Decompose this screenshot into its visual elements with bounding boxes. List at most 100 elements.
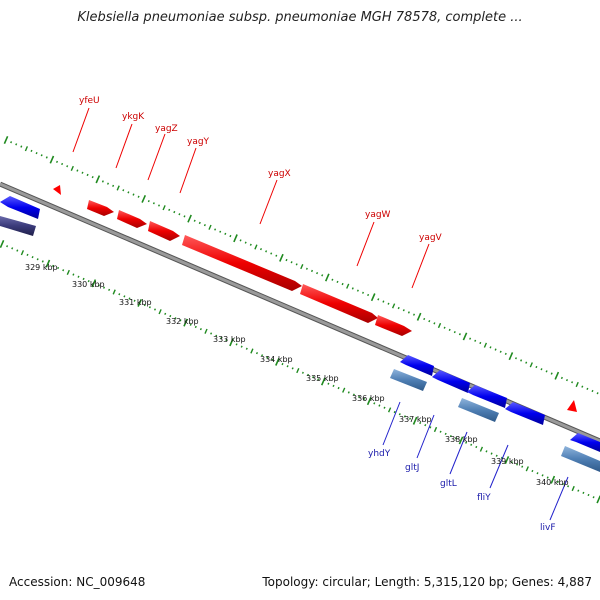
- inner-track-minor-tick: [516, 463, 519, 466]
- inner-track-minor-tick: [158, 309, 162, 315]
- outer-track-minor-tick: [397, 306, 400, 310]
- outer-track-minor-tick: [305, 267, 308, 270]
- forward-gene-2[interactable]: [117, 210, 147, 228]
- label-line-fliY: [489, 444, 509, 489]
- outer-track-minor-tick: [254, 244, 258, 250]
- reverse-gene-3[interactable]: [432, 370, 470, 393]
- inner-track-major-tick: [458, 436, 464, 445]
- inner-track-minor-tick: [220, 336, 223, 339]
- inner-track-minor-tick: [500, 456, 503, 460]
- forward-gene-4[interactable]: [182, 235, 302, 291]
- outer-track-major-tick: [508, 352, 514, 361]
- gene-label-ykgK[interactable]: ykgK: [122, 112, 145, 122]
- inner-track-minor-tick: [587, 493, 590, 497]
- inner-track-minor-tick: [204, 328, 208, 334]
- inner-track-minor-tick: [531, 469, 534, 473]
- outer-track-minor-tick: [285, 258, 288, 262]
- inner-track-minor-tick: [36, 258, 39, 261]
- inner-track-minor-tick: [261, 354, 264, 357]
- inner-track-minor-tick: [26, 253, 29, 257]
- reverse-gene-2[interactable]: [400, 355, 434, 376]
- outer-track-minor-tick: [112, 184, 115, 187]
- inner-track-minor-tick: [286, 365, 289, 368]
- scale-label-335: 335 kbp: [306, 374, 339, 383]
- outer-track-minor-tick: [575, 381, 579, 388]
- outer-track-minor-tick: [178, 213, 181, 216]
- gene-label-yagV[interactable]: yagV: [419, 233, 443, 243]
- inner-track-minor-tick: [87, 279, 90, 283]
- reverse-feature-4[interactable]: [561, 446, 600, 472]
- inner-track-minor-tick: [556, 480, 559, 484]
- inner-track-minor-tick: [62, 269, 65, 272]
- outer-track-major-tick: [95, 175, 101, 184]
- forward-gene-3[interactable]: [148, 221, 180, 241]
- reverse-gene-4[interactable]: [467, 385, 507, 408]
- inner-track-minor-tick: [449, 434, 452, 438]
- gene-label-yagY[interactable]: yagY: [187, 137, 210, 147]
- outer-track-minor-tick: [529, 362, 533, 368]
- outer-track-minor-tick: [550, 372, 553, 375]
- label-line-gltJ: [416, 414, 435, 459]
- forward-gene-5[interactable]: [300, 284, 378, 323]
- outer-track-minor-tick: [520, 359, 523, 362]
- inner-track-minor-tick: [398, 413, 401, 416]
- gene-label-livF[interactable]: livF: [540, 523, 556, 533]
- inner-track-major-tick: [183, 318, 188, 327]
- outer-track-minor-tick: [351, 287, 354, 290]
- outer-track-minor-tick: [433, 322, 436, 325]
- gene-label-yagX[interactable]: yagX: [268, 169, 291, 179]
- inner-track-minor-tick: [118, 293, 121, 296]
- outer-track-minor-tick: [437, 322, 442, 329]
- outer-track-minor-tick: [571, 381, 574, 384]
- reverse-gene-5[interactable]: [505, 402, 545, 425]
- inner-track-minor-tick: [352, 393, 355, 396]
- outer-track-minor-tick: [198, 221, 201, 225]
- outer-track-minor-tick: [168, 208, 171, 211]
- gene-label-yfeU[interactable]: yfeU: [79, 96, 100, 106]
- reverse-feature-1[interactable]: [0, 216, 36, 236]
- outer-track-minor-tick: [259, 248, 263, 251]
- scale-label-332: 332 kbp: [166, 317, 199, 326]
- outer-track-major-tick: [233, 234, 238, 243]
- outer-track-minor-tick: [137, 195, 140, 198]
- label-line-livF: [549, 476, 569, 521]
- outer-track-minor-tick: [45, 156, 48, 159]
- inner-track-minor-tick: [296, 368, 300, 374]
- outer-track-minor-tick: [24, 146, 29, 152]
- reverse-feature-2[interactable]: [390, 369, 427, 391]
- inner-track-major-tick: [504, 456, 510, 465]
- inner-track-minor-tick: [266, 356, 269, 359]
- inner-track-minor-tick: [403, 415, 406, 418]
- reverse-gene-1[interactable]: [0, 196, 40, 219]
- outer-track-minor-tick: [152, 202, 155, 205]
- outer-track-minor-tick: [86, 173, 89, 177]
- outer-track-major-tick: [279, 253, 284, 262]
- outer-track-minor-tick: [565, 378, 569, 382]
- genome-summary: Topology: circular; Length: 5,315,120 bp…: [262, 575, 592, 589]
- gene-label-yhdY[interactable]: yhdY: [368, 449, 391, 459]
- outer-track-minor-tick: [66, 165, 69, 168]
- outer-track-minor-tick: [229, 234, 232, 238]
- gene-label-gltL[interactable]: gltL: [440, 479, 457, 489]
- outer-track-minor-tick: [535, 365, 538, 369]
- outer-track-major-tick: [370, 293, 376, 302]
- forward-gene-6[interactable]: [375, 315, 412, 336]
- gene-label-gltJ[interactable]: gltJ: [405, 463, 419, 473]
- reverse-feature-3[interactable]: [458, 398, 499, 422]
- reverse-gene-6[interactable]: [570, 433, 600, 452]
- outer-track-minor-tick: [193, 219, 196, 222]
- forward-gene-1[interactable]: [87, 200, 114, 216]
- outer-track-minor-tick: [341, 282, 344, 286]
- outer-track-minor-tick: [453, 330, 456, 334]
- inner-track-minor-tick: [72, 273, 75, 276]
- inner-track-minor-tick: [143, 303, 146, 307]
- inner-track-minor-tick: [424, 424, 427, 427]
- scale-label-330: 330 kbp: [72, 280, 105, 289]
- outer-track-minor-tick: [10, 141, 13, 144]
- gene-label-yagW[interactable]: yagW: [365, 210, 391, 220]
- outer-track-minor-tick: [423, 317, 426, 321]
- gene-label-yagZ[interactable]: yagZ: [155, 124, 178, 134]
- inner-track-minor-tick: [490, 452, 493, 455]
- gene-label-fliY[interactable]: fliY: [477, 493, 491, 503]
